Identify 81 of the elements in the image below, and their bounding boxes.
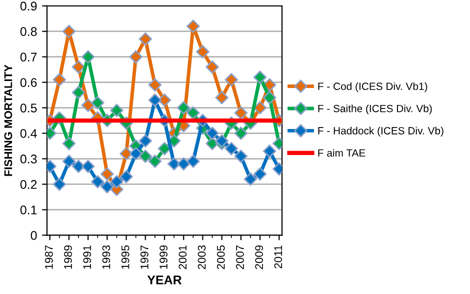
point (129, 147, 142, 160)
point (81, 160, 95, 173)
y-axis-title: FISHING MORTALITY (4, 64, 12, 176)
x-tick-label: 1991 (83, 245, 92, 269)
point (120, 147, 133, 160)
point (138, 32, 152, 46)
x-tick-label: 1989 (64, 245, 72, 269)
point (52, 73, 66, 86)
x-tick-label: 1993 (102, 245, 110, 269)
point (244, 172, 258, 186)
point (186, 154, 200, 168)
y-tick-label: 0.1 (20, 206, 37, 214)
x-axis-title: YEAR (147, 276, 182, 284)
point (120, 170, 133, 184)
point (100, 167, 114, 181)
point (234, 126, 248, 140)
point (91, 96, 104, 110)
point (148, 78, 162, 92)
point (234, 106, 248, 120)
legend-label: F - Cod (ICES Div. Vb1) (318, 82, 428, 92)
y-tick-label: 0.7 (20, 52, 37, 62)
point (224, 73, 238, 86)
x-tick-label: 1987 (44, 245, 53, 269)
point (52, 178, 66, 191)
point (262, 144, 276, 158)
point (215, 91, 228, 104)
point (224, 142, 238, 156)
point (186, 106, 200, 120)
x-tick-label: 2009 (255, 245, 264, 270)
point (62, 154, 76, 168)
x-tick-label: 2001 (178, 245, 187, 270)
x-tick-label: 1999 (160, 245, 168, 269)
y-tick-label: 0.3 (20, 154, 37, 164)
point (186, 20, 200, 33)
y-tick-label: 0.2 (20, 180, 37, 189)
point (215, 134, 228, 148)
x-tick-label: 2005 (216, 245, 225, 270)
x-tick-label: 1997 (140, 245, 148, 269)
x-tick-label: 1995 (121, 245, 130, 269)
point (62, 24, 76, 38)
point (148, 154, 162, 168)
point (81, 50, 95, 64)
point (167, 157, 181, 170)
point (110, 175, 124, 188)
point (206, 126, 219, 140)
legend-label: F - Saithe (ICES Div. Vb) (318, 104, 432, 114)
point (253, 167, 267, 181)
point (262, 78, 276, 92)
point (138, 134, 152, 148)
x-tick-label: 2003 (198, 245, 206, 270)
x-tick-label: 2011 (274, 245, 282, 268)
point (158, 142, 172, 156)
y-tick-label: 0 (30, 231, 37, 240)
y-tick-label: 0.9 (20, 2, 37, 11)
point (177, 101, 190, 114)
x-tick-label: 2007 (236, 245, 244, 270)
point (177, 157, 190, 170)
point (91, 175, 104, 188)
point (72, 160, 86, 173)
point (62, 136, 76, 150)
point (138, 150, 152, 163)
legend-label: F - Haddock (ICES Div. Vb) (318, 126, 444, 136)
point (196, 45, 210, 58)
point (100, 180, 114, 194)
legend-label: F aim TAE (318, 149, 366, 157)
point (72, 60, 86, 74)
point (234, 150, 248, 163)
point (253, 70, 267, 84)
y-tick-label: 0.6 (20, 78, 37, 87)
point (253, 101, 267, 114)
y-tick-label: 0.8 (20, 27, 37, 36)
point (81, 98, 95, 112)
point (72, 86, 86, 100)
point (110, 104, 124, 117)
y-tick-label: 0.5 (20, 104, 37, 112)
point (206, 60, 219, 74)
point (129, 50, 142, 64)
point (158, 94, 172, 107)
point (262, 91, 276, 104)
y-tick-label: 0.4 (20, 129, 37, 138)
point (148, 94, 162, 107)
